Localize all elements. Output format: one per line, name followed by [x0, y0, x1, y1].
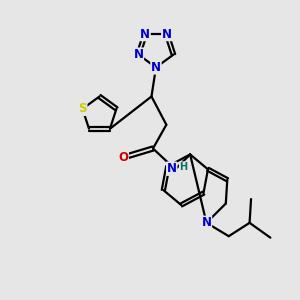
Text: N: N [202, 216, 212, 229]
Text: N: N [134, 48, 143, 61]
Text: O: O [118, 151, 128, 164]
Text: H: H [179, 162, 188, 172]
Text: N: N [151, 61, 161, 74]
Text: N: N [167, 162, 177, 175]
Text: S: S [78, 102, 87, 115]
Text: N: N [162, 28, 172, 40]
Text: N: N [140, 28, 150, 40]
